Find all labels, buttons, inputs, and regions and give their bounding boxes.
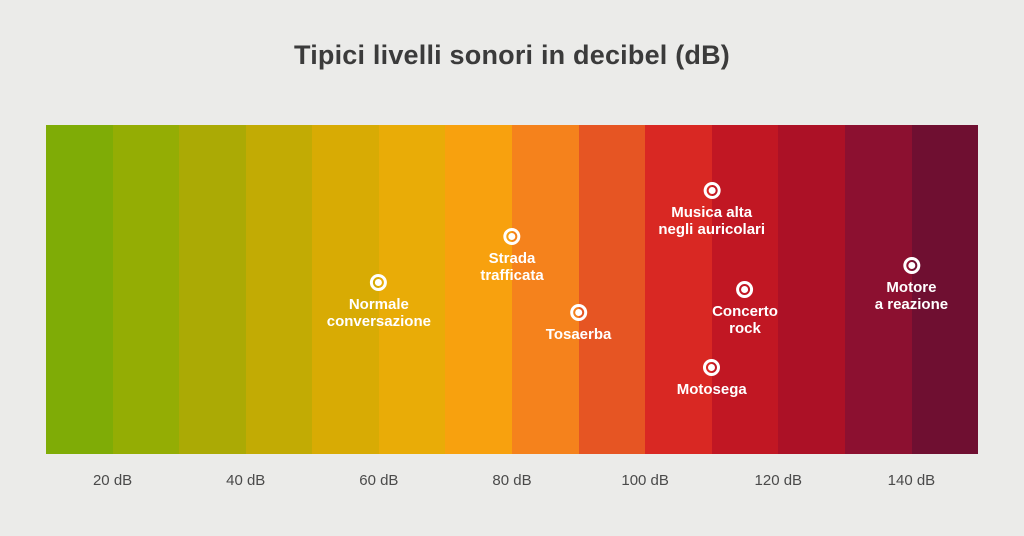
color-band-130-140db [844,125,912,454]
x-axis-tick-120db: 120 dB [754,472,803,489]
x-axis-tick-40db: 40 dB [226,472,266,489]
x-axis-tick-20db: 20 dB [92,472,133,489]
color-band-60-70db [378,125,446,454]
x-axis-tick-60db: 60 dB [359,472,399,489]
chart-title: Tipici livelli sonori in decibel (dB) [294,40,730,70]
x-axis-tick-80db: 80 dB [492,472,532,489]
color-band-80-90db [512,125,579,454]
decibel-color-scale-bar: Normale conversazione Strada trafficata Tosa… [46,125,979,454]
color-band-120-130db [778,125,845,454]
color-band-10-20db [46,125,113,454]
x-axis-tick-row: 20 dB 40 dB 60 dB 80 dB 100 dB 120 dB 140 dB [46,468,978,492]
color-band-30-40db [179,125,246,454]
color-band-70-80db [445,125,513,454]
color-band-140-150db [911,125,979,454]
x-axis-tick-140db: 140 dB [887,472,936,489]
color-band-40-50db [245,125,313,454]
color-band-20-30db [112,125,180,454]
x-axis-tick-100db: 100 dB [621,472,669,489]
color-band-90-100db [578,125,646,454]
color-band-50-60db [312,125,379,454]
color-band-110-120db [711,125,779,454]
color-band-100-110db [645,125,712,454]
